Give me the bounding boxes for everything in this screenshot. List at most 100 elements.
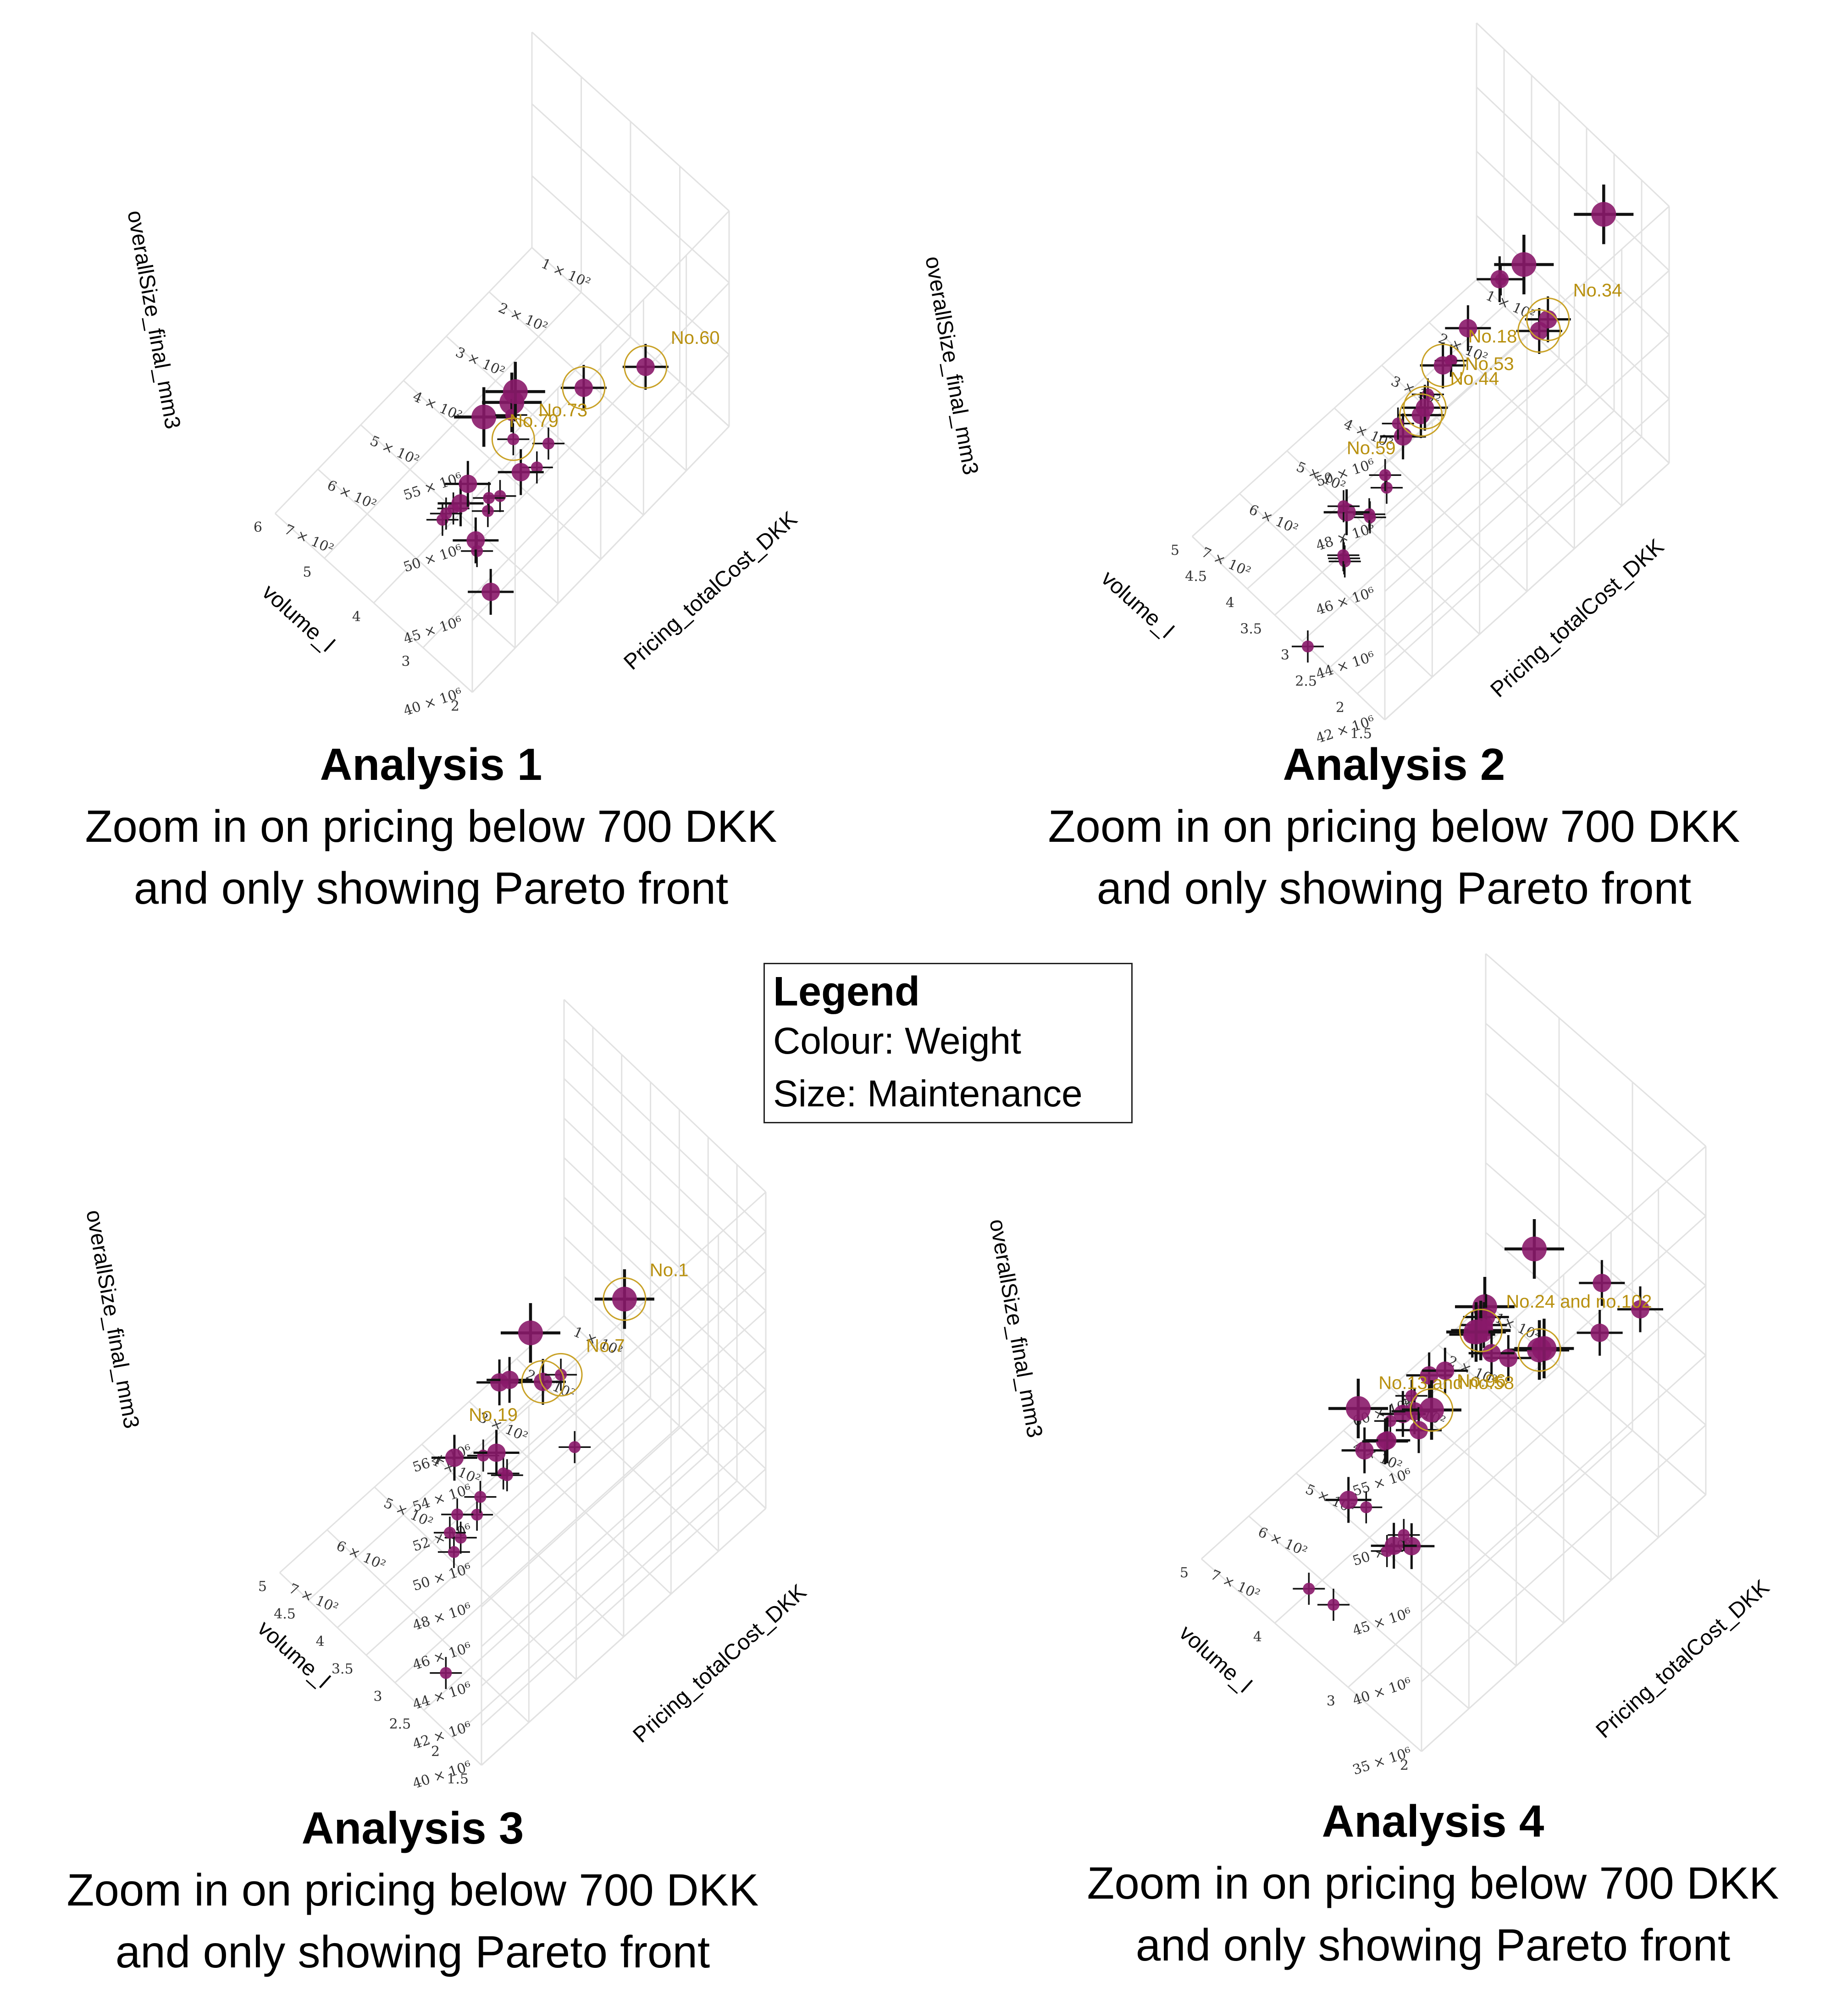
grid-line: [403, 380, 602, 560]
callout-label: No.1: [650, 1260, 689, 1280]
cost-tick-label: 5 × 10²: [367, 433, 421, 469]
data-point: [1379, 469, 1391, 481]
analysis-2-caption-line2: and only showing Pareto front: [1096, 863, 1692, 913]
analysis-1-caption-line2: and only showing Pareto front: [133, 863, 729, 913]
data-points: [1293, 1219, 1663, 1621]
data-point: [507, 433, 520, 445]
data-point: [474, 1491, 487, 1503]
analysis-3-title: Analysis 3: [301, 1803, 524, 1853]
callout-circle: [603, 1277, 647, 1321]
data-point: [454, 1531, 467, 1544]
data-point: [636, 358, 655, 376]
size-tick-label: 40 × 10⁶: [1351, 1674, 1414, 1708]
data-point: [1328, 1599, 1339, 1611]
callout-label: No.60: [671, 328, 720, 348]
analysis-2-caption-line1: Zoom in on pricing below 700 DKK: [1048, 801, 1740, 851]
callout-label: No.96: [1457, 1371, 1506, 1391]
data-point: [1346, 1396, 1371, 1421]
volume-tick-label: 5: [1180, 1565, 1189, 1581]
grid-line: [563, 1117, 767, 1311]
callout-label: No.24 and no.102: [1506, 1292, 1652, 1312]
volume-tick-label: 3.5: [332, 1661, 354, 1677]
data-point: [1631, 1300, 1649, 1319]
callout-circle: [521, 1360, 565, 1404]
size-tick-label: 42 × 10⁶: [411, 1718, 474, 1752]
volume-tick-label: 4: [316, 1634, 325, 1650]
callout-circle: [624, 345, 668, 389]
grid-line: [516, 1358, 719, 1552]
grid-line: [1384, 205, 1670, 464]
data-point: [494, 490, 506, 502]
size-tick-label: 44 × 10⁶: [411, 1679, 474, 1713]
data-point: [1511, 252, 1537, 277]
grid-line: [481, 1508, 767, 1766]
volume-tick-label: 2: [1400, 1757, 1409, 1773]
grid-line: [1248, 1515, 1470, 1709]
analysis-1-title: Analysis 1: [320, 739, 542, 790]
callout-circle: [1526, 297, 1570, 341]
data-point: [487, 1443, 506, 1462]
grid-line: [1384, 334, 1670, 592]
volume-tick-label: 3.5: [1240, 621, 1262, 637]
cost-tick-label: 3 × 10²: [453, 344, 507, 380]
data-point: [1433, 356, 1452, 375]
data-point: [1436, 1361, 1455, 1380]
cost-tick-label: 6 × 10²: [325, 477, 379, 513]
volume-tick-label: 4.5: [274, 1606, 296, 1622]
data-point: [1593, 1274, 1611, 1292]
data-point: [1464, 1320, 1488, 1345]
grid-line: [1421, 1285, 1707, 1543]
size-tick-label: 54 × 10⁶: [411, 1481, 474, 1515]
data-point: [1590, 1323, 1609, 1342]
volume-tick-label: 4.5: [1185, 569, 1207, 585]
data-point: [1337, 549, 1350, 561]
grid-lines: [1191, 22, 1670, 721]
callout-circle: [1403, 386, 1447, 430]
grid-line: [481, 1310, 767, 1568]
analysis-4-caption-line2: and only showing Pareto front: [1135, 1920, 1731, 1970]
grid-line: [481, 1468, 767, 1726]
data-points: [1292, 184, 1634, 663]
data-point: [534, 1372, 552, 1391]
grid-line: [563, 1315, 767, 1509]
data-point: [1591, 202, 1616, 227]
volume-tick-label: 3: [373, 1689, 382, 1705]
volume-tick-label: 2: [431, 1744, 440, 1760]
data-point: [1522, 1237, 1547, 1261]
data-point: [443, 1526, 456, 1539]
grid-line: [563, 1157, 767, 1351]
callout-label: No.19: [469, 1405, 518, 1425]
grid-line: [1384, 270, 1670, 528]
grid-line: [1476, 215, 1670, 400]
data-point: [1499, 1348, 1518, 1367]
volume-tick-label: 3: [401, 654, 410, 670]
data-point: [569, 1441, 581, 1453]
grid-line: [563, 999, 767, 1193]
data-point: [451, 1508, 464, 1521]
grid-line: [1485, 1301, 1706, 1496]
data-point: [481, 582, 500, 601]
grid-line: [1476, 86, 1670, 271]
data-point: [1384, 1536, 1403, 1555]
data-point: [451, 494, 470, 513]
grid-line: [1286, 450, 1480, 635]
grid-line: [1421, 1215, 1707, 1474]
data-point: [1532, 1336, 1557, 1361]
grid-line: [1384, 462, 1670, 721]
legend-colour-label: Colour: Weight: [773, 1020, 1021, 1062]
grid-line: [531, 31, 730, 212]
size-axis-title: overallSize_final_mm3: [920, 254, 983, 477]
volume-tick-label: 5: [258, 1579, 267, 1595]
data-point: [531, 461, 543, 474]
volume-tick-label: 5: [303, 564, 311, 580]
data-point: [518, 1320, 543, 1346]
grid-lines: [1200, 953, 1707, 1752]
analysis-1-caption: Analysis 1 Zoom in on pricing below 700 …: [18, 734, 844, 919]
data-point: [1459, 319, 1477, 337]
grid-line: [481, 1231, 767, 1489]
callout-circle: [1517, 309, 1561, 353]
data-point: [500, 1370, 519, 1389]
grid-line: [471, 425, 730, 693]
grid-line: [531, 247, 730, 427]
